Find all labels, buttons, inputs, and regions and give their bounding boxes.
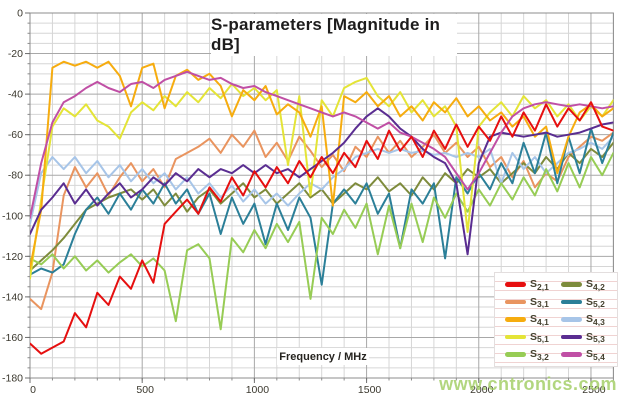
legend-swatch-S5,2 <box>561 299 582 305</box>
legend-swatch-S5,4 <box>561 352 582 357</box>
y-tick-label: 0 <box>17 8 23 20</box>
y-tick-label: -100 <box>2 210 23 222</box>
series-line-S5,4 <box>30 70 614 219</box>
x-axis-title-box: Frequency / MHz <box>277 348 369 365</box>
axis-tick-labels: 0 500 1000 1500 2000 2500 0 -20 -40 -60 -80 -100 -12… <box>2 8 606 397</box>
series-line-S2,1 <box>30 101 614 355</box>
legend-label-S5,4: S5,4 <box>586 348 605 362</box>
legend-label-S5,1: S5,1 <box>530 330 549 345</box>
legend-label-S4,1: S4,1 <box>530 313 549 327</box>
watermark-text: www.cntronics.com <box>439 374 617 394</box>
series-line-S5,1 <box>30 76 614 280</box>
x-tick-label: 1000 <box>246 384 270 396</box>
legend-swatch-S4,2 <box>561 282 582 287</box>
legend-swatch-S3,1 <box>505 299 526 305</box>
legend-item-S4,1: S4,1 <box>505 311 561 329</box>
series-lines <box>30 60 614 355</box>
series-line-S5,2 <box>30 127 614 286</box>
series-line-S4,1 <box>30 60 614 270</box>
legend-swatch-S5,3 <box>561 334 582 340</box>
y-tick-label: -40 <box>8 89 23 101</box>
legend-item-S3,2: S3,2 <box>505 346 561 364</box>
series-line-S3,2 <box>30 151 614 331</box>
y-tick-label: -60 <box>8 129 23 141</box>
legend: S2,1 S4,2 S3,1 S5,2 S4,1 S4,3 S5,1 S5,3 S3,2 S5,4 <box>494 272 618 367</box>
y-tick-label: -20 <box>8 48 23 60</box>
x-tick-label: 2500 <box>582 384 606 396</box>
legend-item-S5,4: S5,4 <box>561 346 617 364</box>
legend-label-S3,1: S3,1 <box>530 295 549 310</box>
y-tick-label: -160 <box>2 332 23 344</box>
legend-item-S5,2: S5,2 <box>561 293 617 311</box>
legend-item-S5,3: S5,3 <box>561 328 617 346</box>
legend-label-S4,2: S4,2 <box>586 278 605 292</box>
y-tick-label: -120 <box>2 251 23 263</box>
y-tick-label: -140 <box>2 291 23 303</box>
legend-item-S5,1: S5,1 <box>505 328 561 346</box>
legend-swatch-S4,1 <box>505 317 526 322</box>
x-tick-label: 1500 <box>358 384 382 396</box>
legend-swatch-S4,3 <box>561 317 582 322</box>
y-tick-label: -80 <box>8 170 23 182</box>
legend-label-S2,1: S2,1 <box>530 278 549 292</box>
legend-swatch-S2,1 <box>505 282 526 287</box>
x-tick-label: 0 <box>30 384 36 396</box>
axis-ticks <box>25 12 614 383</box>
legend-swatch-S5,1 <box>505 334 526 340</box>
x-tick-label: 2000 <box>470 384 494 396</box>
series-line-S4,3 <box>30 135 614 225</box>
legend-item-S4,2: S4,2 <box>561 276 617 294</box>
legend-label-S5,3: S5,3 <box>586 330 605 345</box>
chart-title-box: S-parameters [Magnitude in dB] <box>211 14 457 56</box>
x-axis-title: Frequency / MHz <box>279 350 367 363</box>
legend-swatch-S3,2 <box>505 352 526 357</box>
legend-item-S2,1: S2,1 <box>505 276 561 294</box>
legend-item-S4,3: S4,3 <box>561 311 617 329</box>
legend-label-S4,3: S4,3 <box>586 313 605 327</box>
x-tick-label: 500 <box>136 384 154 396</box>
legend-label-S3,2: S3,2 <box>530 348 549 362</box>
legend-item-S3,1: S3,1 <box>505 293 561 311</box>
series-line-S5,3 <box>30 107 614 256</box>
chart-title: S-parameters [Magnitude in dB] <box>211 15 441 54</box>
legend-label-S5,2: S5,2 <box>586 295 605 310</box>
y-tick-label: -180 <box>2 373 23 385</box>
